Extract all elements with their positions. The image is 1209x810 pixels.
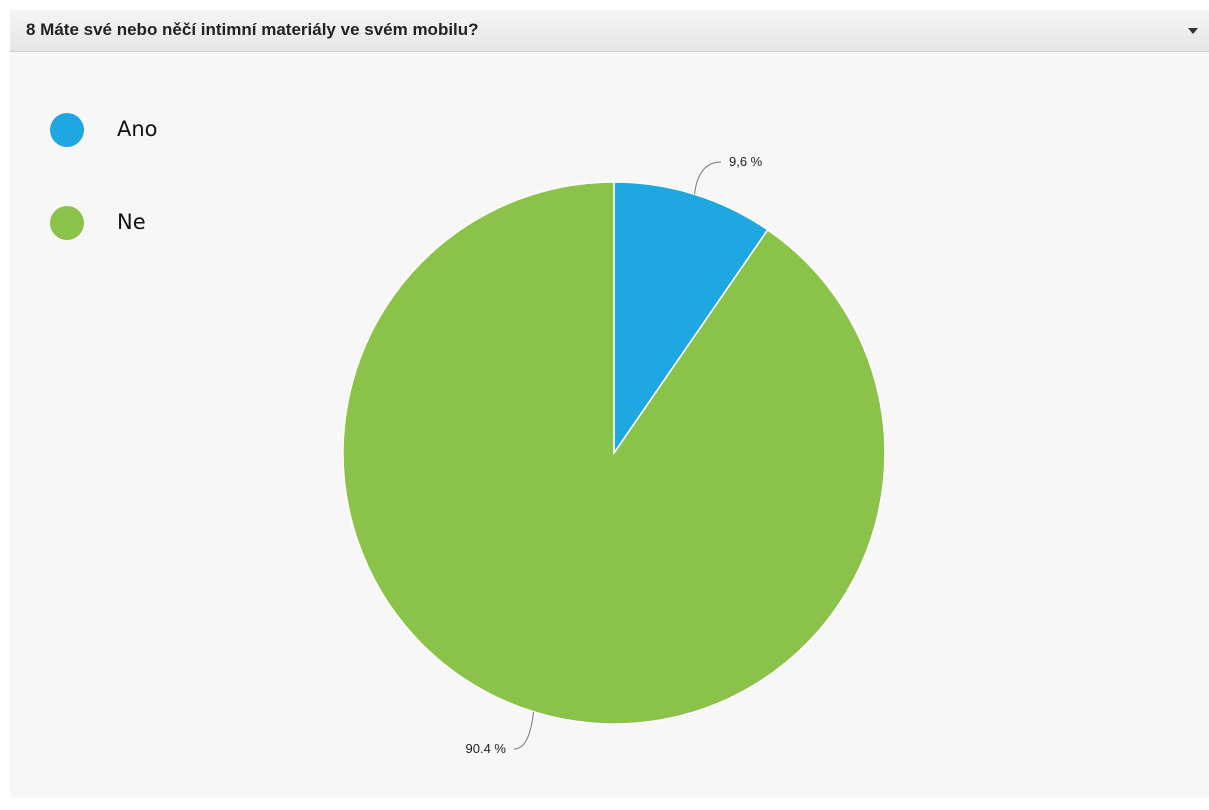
pie-chart: 9,6 % 90.4 % — [10, 10, 1209, 798]
data-label-ano: 9,6 % — [729, 154, 763, 169]
label-connector-ano — [694, 162, 721, 194]
chart-panel: 8 Máte své nebo něčí intimní materiály v… — [10, 10, 1209, 798]
pie-slice-ne[interactable] — [343, 182, 885, 724]
data-label-ne: 90.4 % — [466, 741, 507, 756]
label-connector-ne — [514, 712, 534, 749]
